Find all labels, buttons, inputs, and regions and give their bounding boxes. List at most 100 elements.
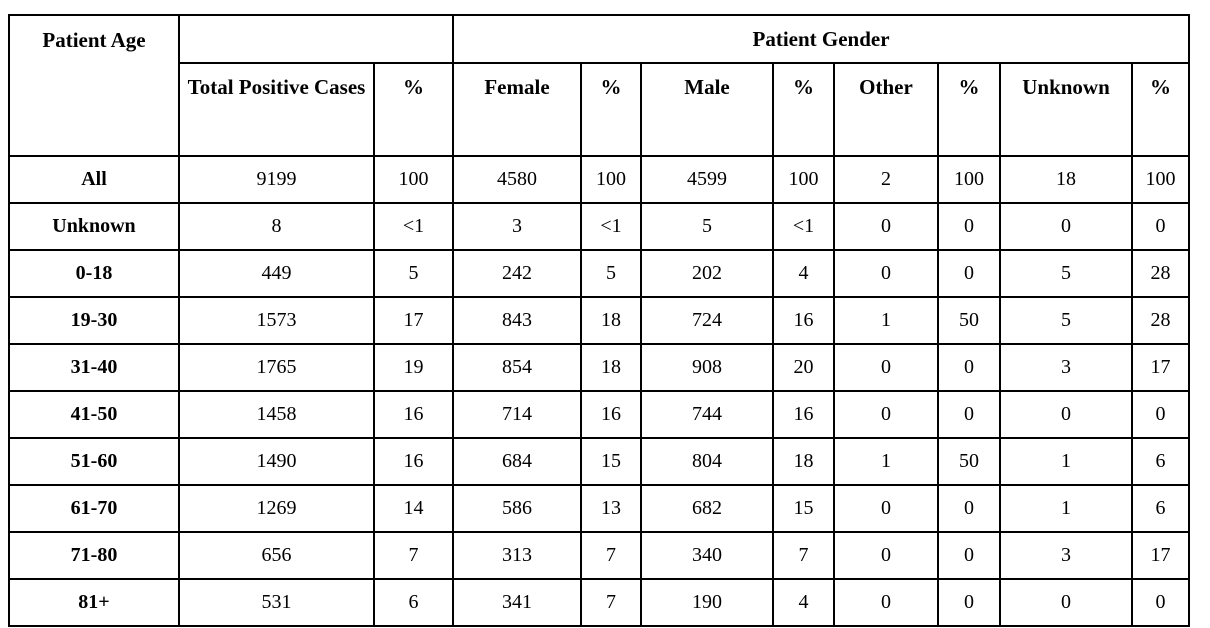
cell-unknown-pct: 28 [1130, 296, 1191, 345]
cell-male-pct: 16 [772, 390, 835, 439]
cell-other-pct: 0 [937, 249, 1001, 298]
cell-unknown-pct: 17 [1130, 531, 1191, 580]
cell-other: 0 [833, 343, 939, 392]
cell-total: 656 [178, 531, 375, 580]
cell-male-pct: <1 [772, 202, 835, 251]
table-row-61-70: 61-70 1269 14 586 13 682 15 0 0 1 6 [8, 484, 1191, 533]
cell-female-pct: 18 [580, 296, 642, 345]
cell-female-pct: 13 [580, 484, 642, 533]
table-row-all: All 9199 100 4580 100 4599 100 2 100 18 … [8, 155, 1191, 204]
cell-other-pct: 100 [937, 155, 1001, 204]
cell-unknown-pct: 17 [1130, 343, 1191, 392]
cell-unknown-pct: 6 [1130, 484, 1191, 533]
header-patient-gender: Patient Gender [451, 14, 1191, 64]
cell-total: 531 [178, 578, 375, 627]
cell-female: 714 [452, 390, 582, 439]
cell-female-pct: <1 [580, 202, 642, 251]
cell-male-pct: 18 [772, 437, 835, 486]
header-percent-unknown: % [1130, 62, 1191, 157]
header-other: Other [833, 62, 939, 157]
cell-other-pct: 50 [937, 437, 1001, 486]
cell-male: 908 [640, 343, 774, 392]
cell-unknown-pct: 0 [1130, 202, 1191, 251]
cell-unknown-pct: 6 [1130, 437, 1191, 486]
cell-male: 190 [640, 578, 774, 627]
cell-female-pct: 15 [580, 437, 642, 486]
cell-unknown-pct: 0 [1130, 578, 1191, 627]
cell-female-pct: 7 [580, 531, 642, 580]
cell-other: 0 [833, 578, 939, 627]
cell-total-pct: 17 [373, 296, 454, 345]
cell-other-pct: 50 [937, 296, 1001, 345]
row-header-age: 31-40 [8, 343, 180, 392]
cell-male: 5 [640, 202, 774, 251]
header-unknown: Unknown [999, 62, 1133, 157]
header-percent-female: % [580, 62, 642, 157]
cell-female-pct: 16 [580, 390, 642, 439]
cell-other-pct: 0 [937, 343, 1001, 392]
cell-total-pct: 100 [373, 155, 454, 204]
cell-male: 4599 [640, 155, 774, 204]
cell-other: 0 [833, 531, 939, 580]
cell-female-pct: 5 [580, 249, 642, 298]
cell-male-pct: 15 [772, 484, 835, 533]
cell-other: 0 [833, 390, 939, 439]
cell-other: 2 [833, 155, 939, 204]
cell-total: 1573 [178, 296, 375, 345]
header-female: Female [452, 62, 582, 157]
cell-female: 586 [452, 484, 582, 533]
cell-total: 1269 [178, 484, 375, 533]
header-percent-other: % [937, 62, 1001, 157]
cell-other-pct: 0 [937, 578, 1001, 627]
cell-unknown: 0 [999, 578, 1133, 627]
table-row-81-plus: 81+ 531 6 341 7 190 4 0 0 0 0 [8, 578, 1191, 627]
row-header-age: 41-50 [8, 390, 180, 439]
table-row-41-50: 41-50 1458 16 714 16 744 16 0 0 0 0 [8, 390, 1191, 439]
cell-male-pct: 20 [772, 343, 835, 392]
cell-male: 340 [640, 531, 774, 580]
cell-male-pct: 4 [772, 578, 835, 627]
row-header-age: 51-60 [8, 437, 180, 486]
cell-other-pct: 0 [937, 202, 1001, 251]
cell-female-pct: 7 [580, 578, 642, 627]
cell-total: 1458 [178, 390, 375, 439]
cell-other-pct: 0 [937, 390, 1001, 439]
cell-male: 682 [640, 484, 774, 533]
cell-unknown: 3 [999, 343, 1133, 392]
cell-other: 0 [833, 249, 939, 298]
cell-total-pct: 16 [373, 437, 454, 486]
cell-unknown-pct: 28 [1130, 249, 1191, 298]
table-row-0-18: 0-18 449 5 242 5 202 4 0 0 5 28 [8, 249, 1191, 298]
cell-total-pct: 5 [373, 249, 454, 298]
cell-female: 684 [452, 437, 582, 486]
row-header-age: 0-18 [8, 249, 180, 298]
cell-female: 341 [452, 578, 582, 627]
table-header: Patient Age Patient Gender Total Positiv… [8, 14, 1191, 157]
cell-total: 8 [178, 202, 375, 251]
row-header-age: 19-30 [8, 296, 180, 345]
header-row-columns: Total Positive Cases % Female % Male % O… [9, 62, 1191, 157]
cell-unknown: 18 [999, 155, 1133, 204]
cell-other-pct: 0 [937, 484, 1001, 533]
cell-unknown: 0 [999, 390, 1133, 439]
patient-demographics-table-container: Patient Age Patient Gender Total Positiv… [8, 14, 1191, 627]
cell-unknown: 5 [999, 296, 1133, 345]
row-header-age: 61-70 [8, 484, 180, 533]
cell-unknown-pct: 100 [1130, 155, 1191, 204]
cell-female-pct: 100 [580, 155, 642, 204]
header-row-groups: Patient Age Patient Gender [8, 14, 1191, 157]
cell-male: 804 [640, 437, 774, 486]
cell-other-pct: 0 [937, 531, 1001, 580]
cell-male: 724 [640, 296, 774, 345]
cell-female: 854 [452, 343, 582, 392]
header-empty-spacer [178, 14, 454, 64]
table-row-31-40: 31-40 1765 19 854 18 908 20 0 0 3 17 [8, 343, 1191, 392]
header-total-positive-cases: Total Positive Cases [178, 62, 375, 157]
cell-female: 313 [452, 531, 582, 580]
row-header-age: 71-80 [8, 531, 180, 580]
cell-total: 1490 [178, 437, 375, 486]
cell-male-pct: 100 [772, 155, 835, 204]
cell-unknown: 5 [999, 249, 1133, 298]
cell-other: 1 [833, 437, 939, 486]
row-header-age: Unknown [8, 202, 180, 251]
